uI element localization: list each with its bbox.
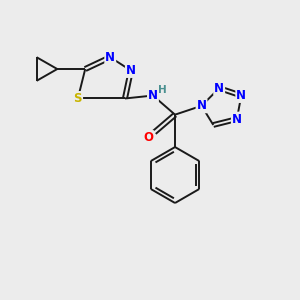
Text: N: N — [126, 64, 136, 77]
Text: N: N — [105, 51, 115, 64]
Text: N: N — [196, 99, 206, 112]
Text: S: S — [74, 92, 82, 105]
Text: N: N — [214, 82, 224, 95]
Text: N: N — [148, 89, 158, 102]
Text: O: O — [143, 131, 154, 144]
Text: N: N — [232, 112, 242, 126]
Text: N: N — [236, 89, 246, 102]
Text: H: H — [158, 85, 167, 95]
